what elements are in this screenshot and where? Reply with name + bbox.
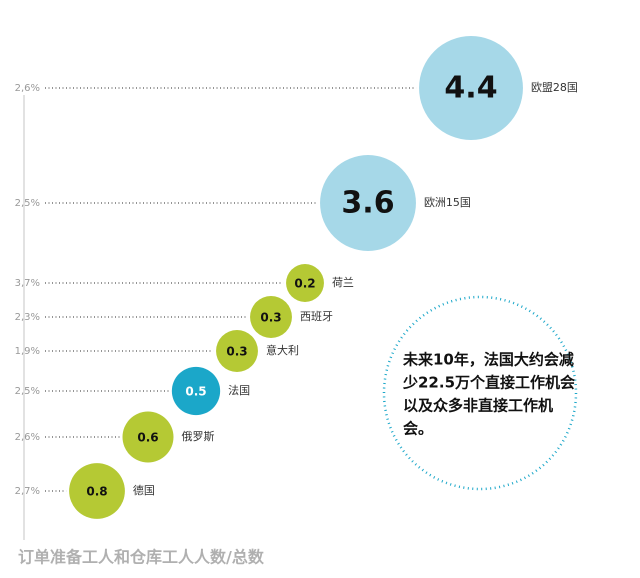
share-label: 1,9% [15,346,40,357]
bubble-value: 0.2 [294,277,315,291]
country-label: 欧洲15国 [424,196,471,209]
bubble-value: 0.6 [137,431,158,445]
bubble [419,36,523,140]
bubble-value: 0.3 [260,311,281,325]
bubble [216,330,258,372]
country-label: 俄罗斯 [181,430,214,443]
share-label: 2,5% [15,198,40,209]
chart-title: 订单准备工人和仓库工人人数/总数 [18,548,265,567]
bubble [171,366,221,416]
share-label: 2,5% [15,386,40,397]
annotation-line: 少22.5万个直接工作机会 [402,374,575,392]
callout-circle [382,295,578,491]
country-label: 欧盟28国 [531,81,578,94]
bubble [122,411,174,463]
bubble [286,264,324,302]
country-label: 西班牙 [300,310,333,323]
annotation-line: 未来10年，法国大约会减 [402,351,574,369]
bubble [69,463,125,519]
country-label: 意大利 [266,343,299,357]
bubble [250,296,292,338]
bubble-value: 0.3 [226,345,247,359]
share-label: 3,7% [15,278,40,289]
share-label: 2,6% [15,432,40,443]
bubble-value: 0.5 [185,385,206,399]
bubble [320,155,416,251]
share-label: 2,6% [15,83,40,94]
share-label: 2,7% [15,486,40,497]
share-label: 2,3% [15,312,40,323]
annotation-line: 会。 [403,420,433,438]
country-label: 法国 [228,383,250,397]
bubble-value: 4.4 [444,71,497,106]
country-label: 荷兰 [332,276,354,289]
country-label: 德国 [133,483,155,497]
annotation-line: 以及众多非直接工作机 [403,397,553,415]
bubble-value: 3.6 [341,186,394,221]
bubble-value: 0.8 [86,485,107,499]
